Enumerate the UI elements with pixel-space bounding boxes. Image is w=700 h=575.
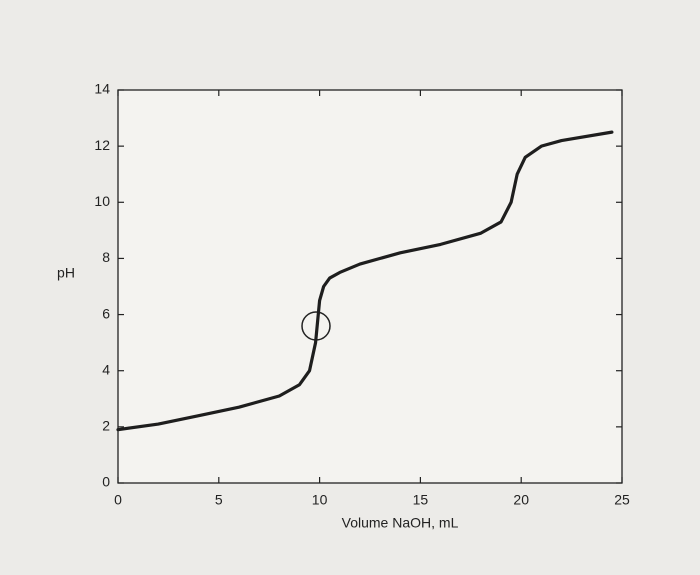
x-tick-label: 20: [513, 492, 529, 508]
y-tick-label: 12: [94, 137, 110, 153]
x-axis-label: Volume NaOH, mL: [342, 515, 459, 531]
x-tick-label: 10: [312, 492, 328, 508]
x-tick-label: 5: [215, 492, 223, 508]
data-line: [116, 130, 614, 432]
y-tick-label: 0: [102, 474, 110, 490]
y-tick-label: 2: [102, 418, 110, 434]
y-tick-label: 8: [102, 249, 110, 265]
x-tick-label: 0: [114, 492, 122, 508]
y-tick-label: 10: [94, 193, 110, 209]
x-tick-label: 25: [614, 492, 630, 508]
y-tick-label: 14: [94, 81, 110, 97]
y-tick-label: 6: [102, 305, 110, 321]
y-tick-label: 4: [102, 361, 110, 377]
y-axis-label: pH: [57, 265, 75, 281]
plot-frame: [117, 89, 623, 484]
x-tick-label: 15: [413, 492, 429, 508]
